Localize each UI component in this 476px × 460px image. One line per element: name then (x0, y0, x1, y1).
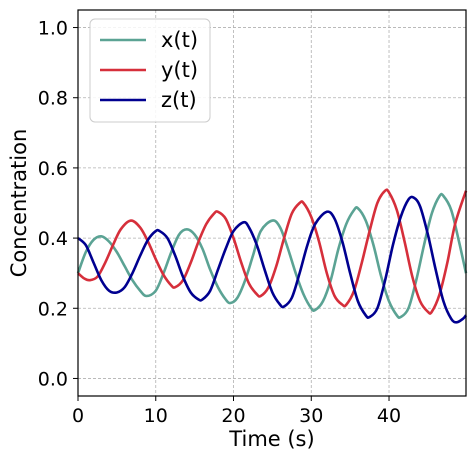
y-axis-label: Concentration (7, 129, 31, 278)
x-tick-label: 20 (221, 405, 245, 427)
series-lines (76, 188, 468, 324)
x-tick-label: 10 (144, 405, 168, 427)
x-tick-label: 0 (72, 405, 84, 427)
x-axis-label: Time (s) (228, 427, 314, 451)
y-tick-label: 1.0 (38, 18, 68, 40)
plot-frame (77, 9, 467, 397)
series-line-1 (76, 192, 468, 319)
y-tick-label: 0.8 (38, 88, 68, 110)
x-tick-label: 40 (377, 405, 401, 427)
y-tick-label: 0.0 (38, 368, 68, 390)
y-tick-label: 0.6 (38, 158, 68, 180)
y-axis-ticks: 0.0 0.2 0.4 0.6 0.8 1.0 (38, 18, 78, 390)
legend-label: y(t) (161, 58, 198, 82)
series-line-3 (77, 195, 468, 324)
x-tick-label: 30 (299, 405, 323, 427)
legend-label: x(t) (161, 28, 198, 52)
x-axis-ticks: 0 10 20 30 40 (72, 396, 401, 427)
legend: x(t) y(t) z(t) (89, 18, 211, 123)
y-tick-label: 0.4 (38, 228, 68, 250)
legend-label: z(t) (161, 88, 197, 112)
legend-box (89, 18, 211, 123)
y-tick-label: 0.2 (38, 298, 68, 320)
